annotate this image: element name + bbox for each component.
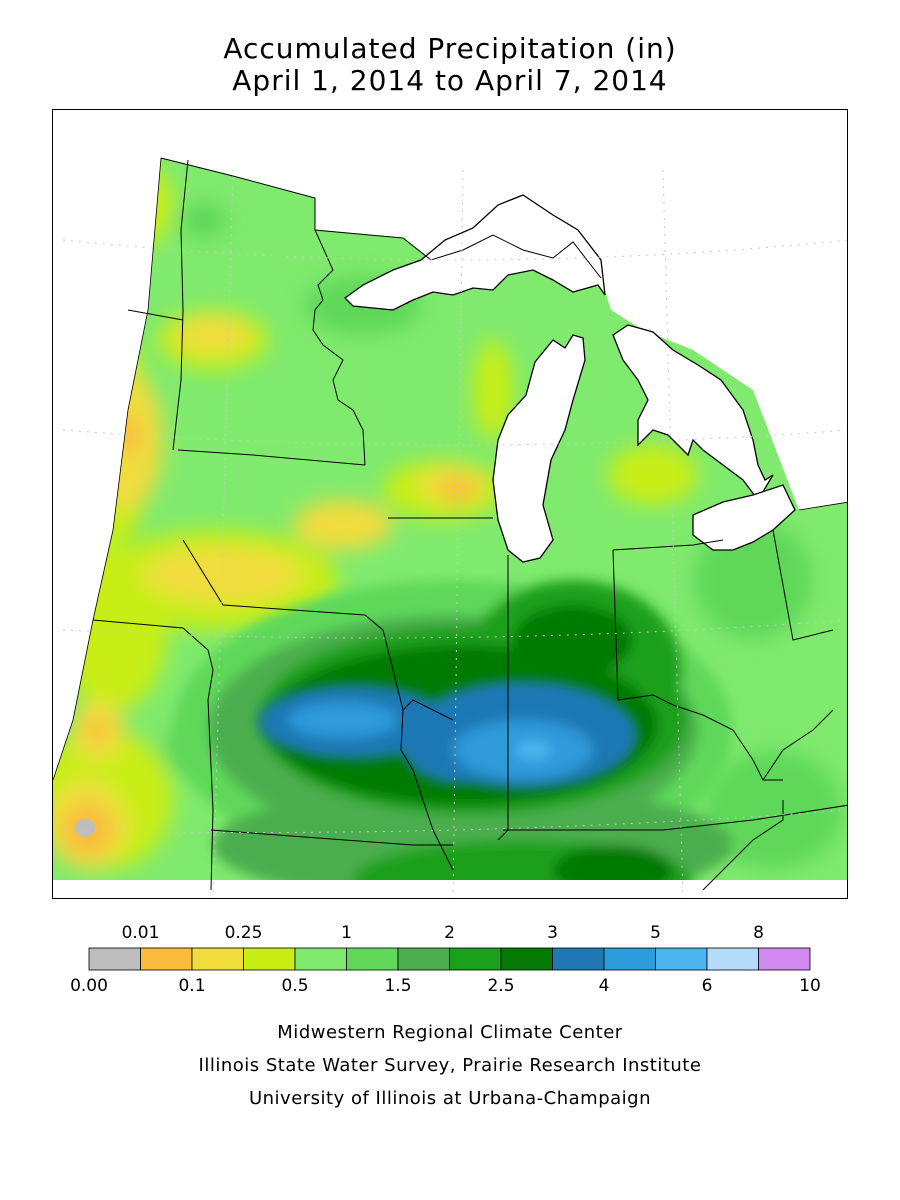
legend-top-label: 3 — [547, 923, 558, 943]
legend-bin — [449, 947, 502, 971]
legend-bottom-label: 0.5 — [281, 976, 309, 996]
legend-bin — [346, 947, 399, 971]
legend-bin — [397, 947, 450, 971]
credit-mrcc: Midwestern Regional Climate Center — [277, 1022, 623, 1043]
legend-bin — [706, 947, 759, 971]
great-lakes — [344, 194, 796, 563]
legend-top-label: 0.25 — [224, 923, 263, 943]
legend-bin — [655, 947, 708, 971]
graticule — [62, 169, 847, 898]
legend-bottom-label: 2.5 — [487, 976, 515, 996]
legend-bottom-label: 1.5 — [384, 976, 412, 996]
legend-bottom-label: 6 — [701, 976, 713, 996]
legend-bottom-label: 0.1 — [178, 976, 206, 996]
map-date-range: April 1, 2014 to April 7, 2014 — [232, 64, 668, 97]
legend-bin — [191, 947, 244, 971]
color-legend: 0.01 0.25 1 2 3 5 8 0.00 0.1 0.5 1.5 2.5 4 6 10 — [0, 920, 900, 1010]
legend-bin — [88, 947, 141, 971]
legend-bottom-label: 0.00 — [70, 976, 108, 996]
legend-bin — [758, 947, 811, 971]
precipitation-map — [52, 109, 848, 899]
legend-bottom-label: 10 — [799, 976, 821, 996]
legend-top-label: 8 — [753, 923, 764, 943]
map-title: Accumulated Precipitation (in) — [223, 32, 677, 65]
legend-top-label: 0.01 — [121, 923, 160, 943]
credit-isws: Illinois State Water Survey, Prairie Res… — [198, 1055, 702, 1076]
legend-top-label: 1 — [341, 923, 352, 943]
legend-bin — [552, 947, 605, 971]
credit-uiuc: University of Illinois at Urbana-Champai… — [248, 1088, 652, 1109]
legend-bin — [500, 947, 553, 971]
legend-top-label: 5 — [650, 923, 661, 943]
legend-bottom-label: 4 — [598, 976, 610, 996]
legend-top-label: 2 — [444, 923, 455, 943]
state-borders — [92, 157, 847, 891]
legend-bin — [603, 947, 656, 971]
legend-bin — [140, 947, 193, 971]
legend-bin — [294, 947, 347, 971]
legend-bin — [243, 947, 296, 971]
legend-colorbar — [88, 947, 811, 971]
